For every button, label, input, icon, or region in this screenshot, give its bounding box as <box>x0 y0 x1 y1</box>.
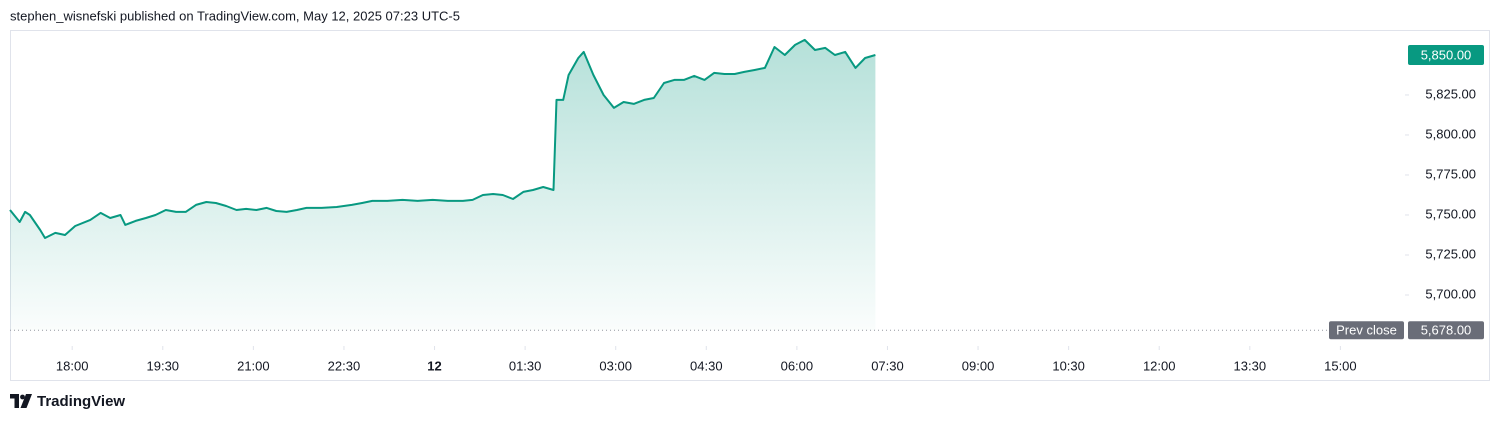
y-tick-label: 5,725.00 <box>1425 246 1476 261</box>
x-tick-label: 07:30 <box>871 358 904 373</box>
last-price-label: 5,850.00 <box>1421 47 1472 62</box>
x-tick-label: 03:00 <box>599 358 632 373</box>
x-tick-label: 04:30 <box>690 358 723 373</box>
area-fill <box>10 39 876 331</box>
y-tick-label: 5,775.00 <box>1425 166 1476 181</box>
frame <box>10 30 1490 381</box>
x-tick-label: 22:30 <box>328 358 361 373</box>
brand-logo <box>10 394 32 408</box>
y-tick-label: 5,800.00 <box>1425 126 1476 141</box>
x-tick-label: 12:00 <box>1143 358 1176 373</box>
x-tick-label: 01:30 <box>509 358 542 373</box>
prev-close-label: 5,678.00 <box>1421 323 1472 338</box>
prev-close-name: Prev close <box>1336 323 1397 338</box>
x-tick-label: 10:30 <box>1052 358 1085 373</box>
x-tick-label: 21:00 <box>237 358 270 373</box>
prev-close-badge <box>1408 321 1484 340</box>
x-tick-label: 12 <box>427 358 441 373</box>
x-tick-label: 06:00 <box>781 358 814 373</box>
price-line <box>9 38 876 239</box>
prev-close-tag <box>1329 321 1404 340</box>
x-tick-label: 15:00 <box>1324 358 1357 373</box>
y-tick-label: 5,825.00 <box>1425 86 1476 101</box>
brand: TradingView <box>37 393 125 410</box>
header: stephen_wisnefski published on TradingVi… <box>10 8 460 23</box>
y-tick-label: 5,700.00 <box>1425 286 1476 301</box>
x-tick-label: 19:30 <box>147 358 180 373</box>
x-tick-label: 09:00 <box>962 358 995 373</box>
y-tick-label: 5,750.00 <box>1425 206 1476 221</box>
last-price-badge <box>1408 44 1484 65</box>
x-tick-label: 13:30 <box>1234 358 1267 373</box>
x-tick-label: 18:00 <box>56 358 89 373</box>
